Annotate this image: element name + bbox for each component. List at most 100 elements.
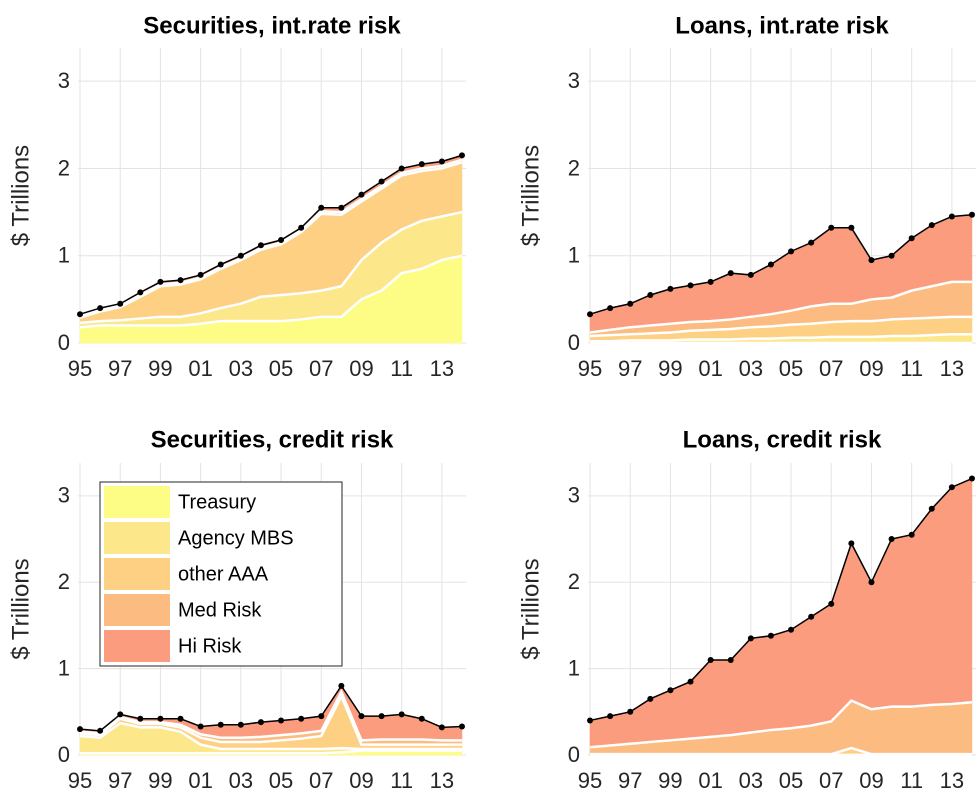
y-axis-label: $ Trillions xyxy=(517,145,544,246)
x-tick-label: 09 xyxy=(859,356,883,381)
chart-title: Loans, int.rate risk xyxy=(675,12,889,39)
x-tick-label: 01 xyxy=(698,768,722,793)
x-tick-label: 05 xyxy=(779,356,803,381)
total-point xyxy=(418,715,425,722)
legend-swatch xyxy=(104,558,170,590)
y-tick-label: 3 xyxy=(58,483,70,508)
legend-swatch xyxy=(104,522,170,554)
total-point xyxy=(868,579,875,586)
total-point xyxy=(378,713,385,720)
legend-label: Med Risk xyxy=(178,599,262,621)
x-tick-label: 07 xyxy=(309,356,333,381)
x-tick-label: 99 xyxy=(148,768,172,793)
total-point xyxy=(358,713,365,720)
total-point xyxy=(438,158,445,165)
x-tick-label: 95 xyxy=(68,768,92,793)
legend-swatch xyxy=(104,594,170,626)
y-tick-label: 2 xyxy=(58,569,70,594)
total-point xyxy=(607,713,614,720)
legend: Treasury Agency MBS other AAA Med Risk Hi Ri… xyxy=(99,481,343,667)
legend-swatch xyxy=(104,486,170,518)
boundary-line xyxy=(79,158,463,318)
total-point xyxy=(627,300,634,307)
total-point xyxy=(97,727,104,734)
x-tick-label: 11 xyxy=(900,356,923,381)
total-line xyxy=(79,684,463,732)
total-point xyxy=(217,261,224,268)
total-point xyxy=(257,242,264,249)
boundary-line xyxy=(79,688,462,742)
total-point xyxy=(707,278,714,285)
total-point xyxy=(458,723,465,730)
total-point xyxy=(77,311,84,318)
total-point xyxy=(727,270,734,277)
x-tick-label: 07 xyxy=(819,768,843,793)
x-tick-label: 09 xyxy=(349,768,373,793)
y-axis-label: $ Trillions xyxy=(7,558,34,659)
total-point xyxy=(137,289,144,296)
x-tick-label: 11 xyxy=(900,768,923,793)
total-point xyxy=(137,715,144,722)
x-tick-label: 07 xyxy=(309,768,333,793)
total-point xyxy=(338,204,345,211)
total-point xyxy=(767,632,774,639)
total-point xyxy=(117,711,124,718)
x-tick-label: 05 xyxy=(269,768,293,793)
total-line xyxy=(589,477,973,722)
x-tick-label: 97 xyxy=(618,356,642,381)
x-tick-label: 97 xyxy=(618,768,642,793)
total-point xyxy=(707,656,714,663)
boundary-line xyxy=(79,721,462,751)
x-tick-label: 09 xyxy=(859,768,883,793)
total-point xyxy=(647,291,654,298)
boundary-line xyxy=(589,280,972,334)
total-point xyxy=(908,235,915,242)
x-tick-label: 13 xyxy=(940,356,964,381)
total-point xyxy=(767,261,774,268)
total-point xyxy=(888,252,895,259)
total-point xyxy=(298,715,305,722)
boundary-line xyxy=(79,161,463,319)
chart-title: Securities, credit risk xyxy=(151,426,394,453)
total-point xyxy=(848,540,855,547)
total-point xyxy=(667,285,674,292)
total-point xyxy=(318,713,325,720)
boundary-line xyxy=(590,746,972,756)
total-point xyxy=(587,717,594,724)
y-tick-label: 1 xyxy=(58,243,70,268)
total-point xyxy=(338,682,345,689)
x-tick-label: 95 xyxy=(68,356,92,381)
x-tick-label: 13 xyxy=(430,356,454,381)
total-point xyxy=(868,257,875,264)
y-tick-label: 2 xyxy=(568,155,580,180)
x-tick-label: 07 xyxy=(819,356,843,381)
total-point xyxy=(378,178,385,185)
total-point xyxy=(237,721,244,728)
x-tick-label: 13 xyxy=(430,768,454,793)
total-point xyxy=(607,305,614,312)
x-tick-label: 95 xyxy=(578,768,602,793)
total-point xyxy=(667,687,674,694)
total-point xyxy=(928,222,935,229)
total-point xyxy=(808,239,815,246)
x-tick-label: 11 xyxy=(390,768,413,793)
x-tick-label: 11 xyxy=(390,356,413,381)
total-point xyxy=(298,224,305,231)
total-point xyxy=(968,475,975,482)
x-tick-label: 01 xyxy=(188,356,212,381)
x-tick-label: 01 xyxy=(698,356,722,381)
x-tick-label: 97 xyxy=(108,768,132,793)
legend-label: other AAA xyxy=(178,563,269,585)
total-point xyxy=(157,715,164,722)
x-tick-label: 09 xyxy=(349,356,373,381)
panel: Securities, credit risk $ Trillions 95 97 99… xyxy=(7,426,466,793)
x-tick-label: 99 xyxy=(658,356,682,381)
boundary-line xyxy=(79,210,463,325)
total-point xyxy=(418,161,425,168)
x-tick-label: 03 xyxy=(229,768,253,793)
x-tick-label: 05 xyxy=(779,768,803,793)
y-tick-label: 2 xyxy=(58,155,70,180)
